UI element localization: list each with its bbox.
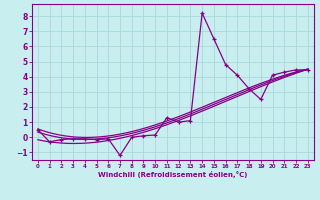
- X-axis label: Windchill (Refroidissement éolien,°C): Windchill (Refroidissement éolien,°C): [98, 171, 247, 178]
